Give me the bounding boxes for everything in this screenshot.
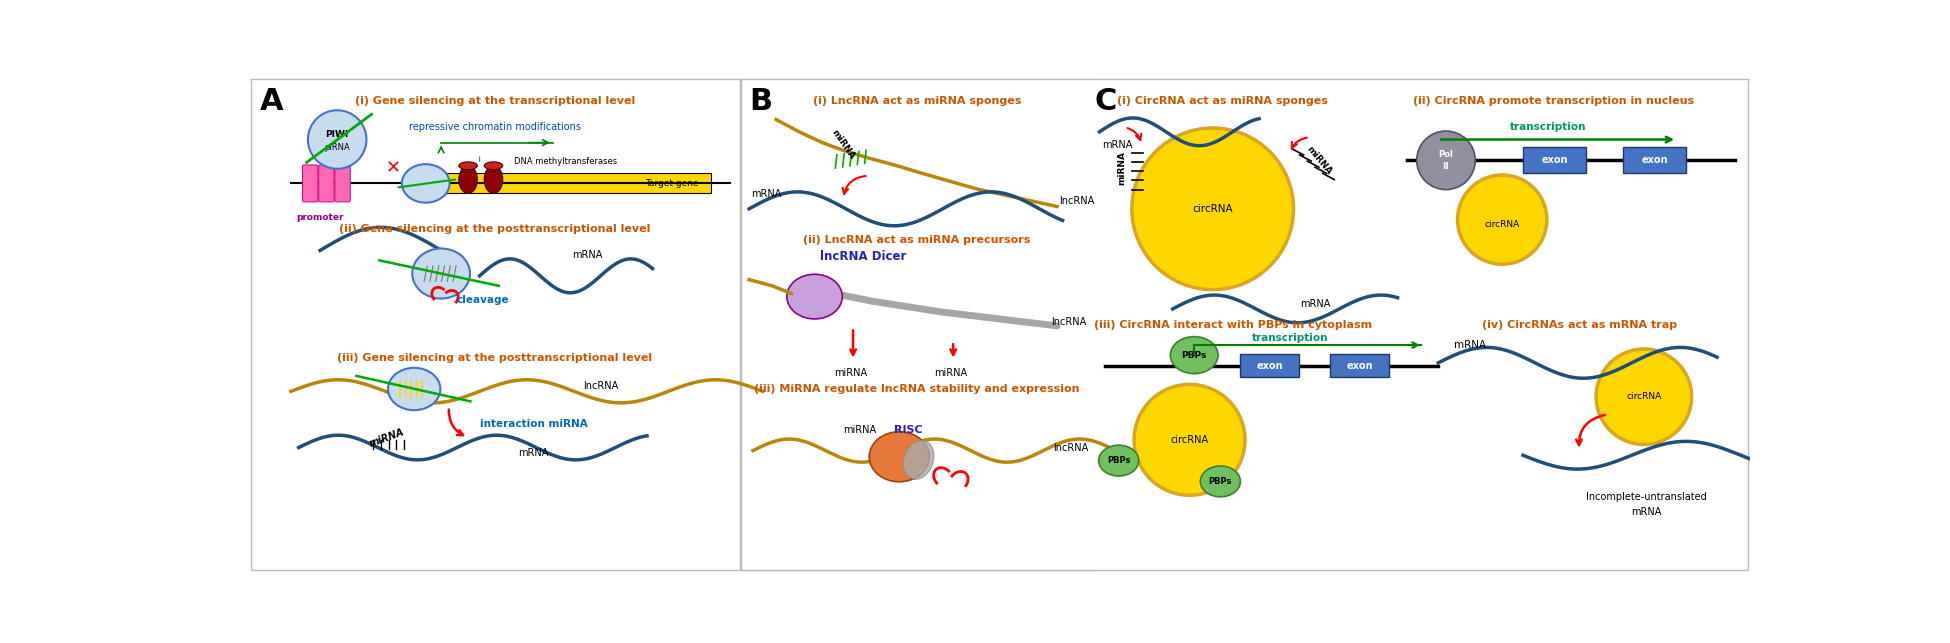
Text: repressive chromatin modifications: repressive chromatin modifications <box>410 122 581 132</box>
Text: miRNA: miRNA <box>369 426 406 448</box>
Text: mRNA: mRNA <box>1299 299 1330 309</box>
Text: circRNA: circRNA <box>1626 392 1661 401</box>
Circle shape <box>308 110 367 169</box>
Text: lncRNA: lncRNA <box>1059 196 1094 206</box>
Text: exon: exon <box>1347 361 1373 371</box>
Circle shape <box>1418 131 1476 190</box>
Text: exon: exon <box>1540 156 1568 165</box>
Text: (ii) CircRNA promote transcription in nucleus: (ii) CircRNA promote transcription in nu… <box>1414 96 1695 106</box>
Text: lncRNA: lncRNA <box>1051 317 1086 327</box>
Bar <box>252 80 739 570</box>
FancyBboxPatch shape <box>1330 354 1388 377</box>
Text: (ii) LncRNA act as miRNA precursors: (ii) LncRNA act as miRNA precursors <box>803 235 1032 245</box>
Ellipse shape <box>788 275 842 319</box>
FancyBboxPatch shape <box>425 174 710 194</box>
Text: C: C <box>1094 87 1117 116</box>
Text: mRNA: mRNA <box>751 189 782 199</box>
Text: miRNA: miRNA <box>842 425 876 435</box>
Text: circRNA: circRNA <box>1484 220 1519 229</box>
Text: PBPs: PBPs <box>1182 350 1207 359</box>
Text: (iii) Gene silencing at the posttranscriptional level: (iii) Gene silencing at the posttranscri… <box>337 353 653 363</box>
Text: DNA methyltransferases: DNA methyltransferases <box>515 158 618 167</box>
Text: circRNA: circRNA <box>1170 435 1209 445</box>
Text: mRNA: mRNA <box>519 448 548 458</box>
Text: mRNA: mRNA <box>1453 340 1486 350</box>
FancyBboxPatch shape <box>1523 147 1585 174</box>
Text: Incomplete-untranslated: Incomplete-untranslated <box>1585 492 1706 502</box>
Ellipse shape <box>484 166 503 194</box>
Text: (iii) CircRNA interact with PBPs in cytoplasm: (iii) CircRNA interact with PBPs in cyto… <box>1094 320 1371 330</box>
Text: Target gene: Target gene <box>645 179 698 188</box>
Text: (i) CircRNA act as miRNA sponges: (i) CircRNA act as miRNA sponges <box>1117 96 1328 106</box>
Circle shape <box>1131 128 1293 290</box>
Text: mRNA: mRNA <box>1102 140 1133 150</box>
Text: transcription: transcription <box>1252 333 1328 343</box>
Ellipse shape <box>870 431 930 482</box>
Bar <box>741 80 1747 570</box>
Ellipse shape <box>458 166 478 194</box>
Text: lncRNA: lncRNA <box>1053 442 1088 453</box>
Text: miRNA: miRNA <box>835 368 868 378</box>
Text: PIWI: PIWI <box>326 131 349 140</box>
Ellipse shape <box>1170 337 1219 374</box>
Text: (iii) MiRNA regulate lncRNA stability and expression: (iii) MiRNA regulate lncRNA stability an… <box>755 384 1080 394</box>
Text: mRNA: mRNA <box>571 250 603 260</box>
Text: interaction miRNA: interaction miRNA <box>480 419 587 430</box>
Ellipse shape <box>1201 466 1240 497</box>
Text: miRNA: miRNA <box>831 129 856 161</box>
Text: promoter: promoter <box>296 213 343 222</box>
Text: (i) LncRNA act as miRNA sponges: (i) LncRNA act as miRNA sponges <box>813 96 1022 106</box>
Circle shape <box>1457 175 1546 264</box>
FancyBboxPatch shape <box>335 165 351 202</box>
Text: PBPs: PBPs <box>1108 456 1131 465</box>
Ellipse shape <box>903 440 934 479</box>
Ellipse shape <box>1098 445 1139 476</box>
Text: circRNA: circRNA <box>1191 204 1232 214</box>
Text: exon: exon <box>1642 156 1667 165</box>
Text: cleavage: cleavage <box>456 296 509 305</box>
Circle shape <box>1135 385 1244 495</box>
Text: RISC: RISC <box>893 425 922 435</box>
Text: lncRNA Dicer: lncRNA Dicer <box>819 250 907 264</box>
Text: (ii) Gene silencing at the posttranscriptional level: (ii) Gene silencing at the posttranscrip… <box>339 224 651 234</box>
Ellipse shape <box>402 164 450 203</box>
Text: miRNA: miRNA <box>1117 151 1127 185</box>
Ellipse shape <box>484 162 503 170</box>
Text: ✕: ✕ <box>386 159 402 177</box>
FancyBboxPatch shape <box>1622 147 1687 174</box>
FancyBboxPatch shape <box>302 165 318 202</box>
FancyBboxPatch shape <box>318 165 333 202</box>
Ellipse shape <box>458 162 478 170</box>
Ellipse shape <box>411 248 470 298</box>
Text: II: II <box>1443 162 1449 171</box>
Text: (iv) CircRNAs act as mRNA trap: (iv) CircRNAs act as mRNA trap <box>1482 320 1677 330</box>
Ellipse shape <box>388 368 441 410</box>
Text: transcription: transcription <box>1509 122 1587 132</box>
Text: A: A <box>259 87 285 116</box>
Text: (i) Gene silencing at the transcriptional level: (i) Gene silencing at the transcriptiona… <box>355 96 636 106</box>
Text: miRNA: miRNA <box>1305 145 1334 176</box>
Text: lncRNA: lncRNA <box>583 381 618 391</box>
Circle shape <box>1597 349 1691 444</box>
Text: miRNA: miRNA <box>934 368 967 378</box>
Text: mRNA: mRNA <box>1630 507 1661 517</box>
Text: PBPs: PBPs <box>1209 477 1232 486</box>
Text: piRNA: piRNA <box>324 143 351 152</box>
Bar <box>741 80 1092 570</box>
Text: B: B <box>749 87 772 116</box>
FancyBboxPatch shape <box>1240 354 1299 377</box>
Text: exon: exon <box>1256 361 1283 371</box>
Text: Pol: Pol <box>1439 150 1453 159</box>
